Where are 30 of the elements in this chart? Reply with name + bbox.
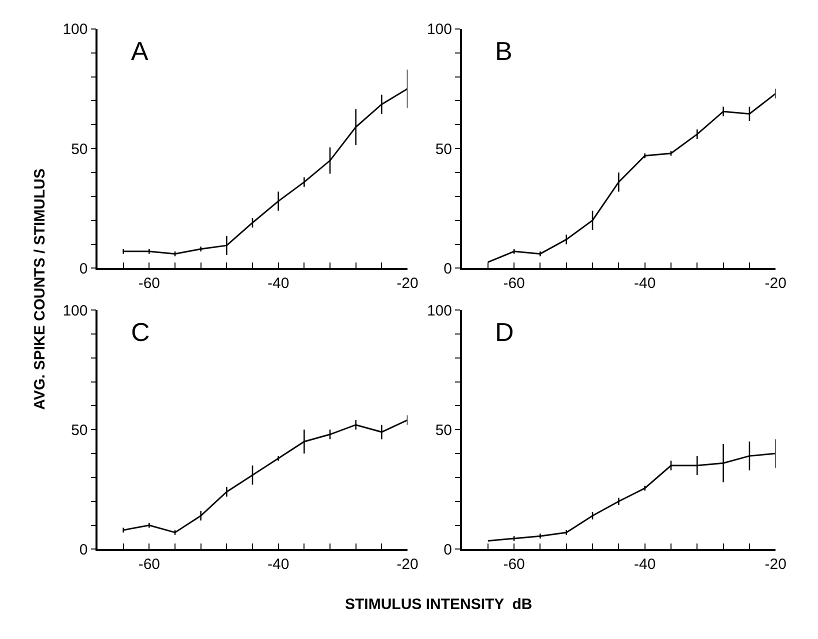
y-tick-label: 100	[62, 302, 88, 320]
x-tick-label: -60	[503, 274, 525, 292]
y-tick-label: 0	[444, 260, 452, 278]
y-tick-label: 50	[435, 422, 452, 439]
y-tick-label: 50	[71, 422, 88, 439]
annotation: C	[131, 317, 150, 347]
x-tick-label: -20	[764, 556, 786, 573]
annotation: A	[131, 36, 149, 66]
x-tick-label: -40	[634, 274, 656, 292]
y-tick-label: 100	[426, 21, 452, 38]
x-tick-label: -40	[267, 274, 290, 292]
y-tick-label: 100	[426, 302, 452, 320]
x-tick-label: -60	[138, 274, 160, 292]
x-tick-label: -60	[138, 556, 160, 573]
x-tick-label: -60	[503, 556, 525, 573]
y-axis-title: AVG. SPIKE COUNTS / STIMULUS	[32, 168, 49, 410]
y-tick-label: 100	[62, 21, 88, 38]
x-tick-label: -20	[396, 556, 418, 573]
y-tick-label: 0	[444, 541, 452, 558]
x-tick-label: -20	[396, 274, 418, 292]
annotation: B	[495, 36, 512, 66]
y-tick-label: 50	[71, 140, 88, 158]
x-tick-label: -40	[634, 556, 656, 573]
x-axis-title: STIMULUS INTENSITY dB	[345, 596, 532, 613]
x-tick-label: -20	[764, 274, 786, 292]
y-tick-label: 0	[79, 541, 88, 558]
annotation: D	[495, 317, 514, 347]
y-tick-label: 0	[79, 260, 88, 278]
x-tick-label: -40	[267, 556, 290, 573]
y-tick-label: 50	[435, 140, 452, 158]
